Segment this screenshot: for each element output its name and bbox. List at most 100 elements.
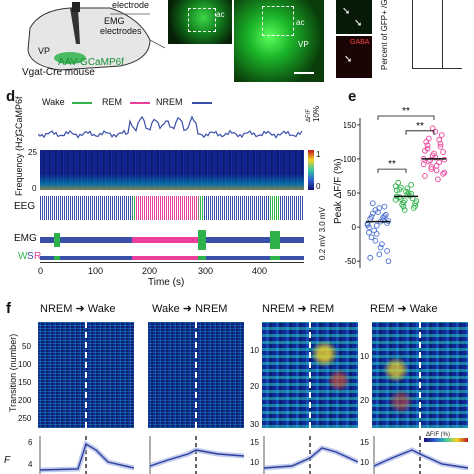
hm1-ytick-200: 200	[18, 396, 32, 405]
f-colorbar	[424, 438, 468, 442]
bottom-tick-4b: 10	[360, 458, 369, 467]
e-ytick-label: 50	[347, 189, 356, 198]
e-data-point	[394, 187, 400, 194]
gcamp-trace	[38, 115, 303, 139]
arrow-right-icon: ➜	[297, 303, 307, 315]
emg-label: EMG	[14, 233, 37, 244]
freq-tick-bottom: 0	[32, 184, 37, 193]
colorbar-tick-bottom: 0	[316, 182, 321, 191]
e-data-point	[404, 185, 411, 192]
time-tick-100: 100	[88, 266, 104, 276]
e-data-point	[432, 154, 439, 161]
wsr-w: W	[18, 251, 28, 262]
e-sig-bracket	[377, 168, 407, 174]
freq-label: Frequency (Hz)	[14, 133, 24, 196]
e-data-point	[403, 188, 409, 195]
vp-micro-label: VP	[298, 40, 309, 49]
time-tick-400: 400	[252, 266, 268, 276]
aav-label: AAV-GCaMP6f	[58, 57, 124, 68]
ac-label-1: ac	[216, 10, 225, 19]
mean-trace-1	[39, 436, 134, 474]
hm4-ytick-10: 10	[360, 352, 369, 361]
e-data-point	[376, 251, 383, 258]
arrow-icon-2: ➘	[354, 18, 363, 29]
e-sig-bracket	[377, 115, 435, 120]
eeg-emg-scale: 0.2 mV 3.0 mV	[318, 207, 327, 260]
arrow-right-icon: ➜	[182, 303, 192, 315]
legend-wake-line	[72, 102, 92, 104]
scatter-chart-e: 150 100 50 0 -50 ** ** **	[344, 106, 448, 268]
e-data-point	[440, 171, 446, 177]
heatmap-3	[262, 322, 358, 428]
e-data-point	[381, 203, 388, 210]
e-data-point	[440, 149, 446, 155]
bar-axis	[412, 0, 413, 68]
e-data-point	[427, 157, 433, 164]
e-sig-label: **	[388, 159, 396, 170]
e-data-point	[435, 176, 441, 183]
transition-line	[195, 322, 197, 428]
e-sig-bracket	[405, 130, 435, 135]
e-data-point	[424, 142, 431, 149]
state-bar	[40, 256, 304, 260]
microscopy-image-3: ➘ ➘	[336, 0, 372, 34]
e-data-point	[429, 125, 436, 132]
e-data-point	[433, 162, 440, 169]
heatmap-2	[148, 322, 244, 428]
e-data-point	[425, 158, 432, 165]
colorbar-tick-top: 1	[316, 150, 321, 159]
hm1-ytick-250: 250	[18, 414, 32, 423]
e-ylabel: Peak ΔF/F (%)	[333, 158, 344, 224]
wsr-s: S	[27, 251, 34, 262]
wsr-r: R	[34, 251, 42, 262]
e-data-point	[438, 132, 445, 138]
e-data-point	[392, 196, 399, 203]
f-ylabel: Transition (number)	[8, 333, 18, 412]
hm1-ytick-100: 100	[18, 360, 32, 369]
time-axis	[40, 262, 304, 263]
e-sig-label: **	[402, 106, 410, 117]
e-data-point	[366, 229, 372, 236]
legend-rem-label: REM	[102, 97, 122, 107]
hm3-ytick-20: 20	[250, 382, 259, 391]
heatmap-title-3: NREM ➜ REM	[262, 303, 335, 315]
top-strip: electrode EMG electrodes VP AAV-GCaMP6f …	[0, 0, 474, 82]
e-data-point	[422, 147, 428, 154]
e-data-point	[364, 222, 371, 228]
heatmap-title-1: NREM ➜ Wake	[40, 303, 116, 315]
spectrogram	[40, 150, 304, 190]
e-data-point	[372, 207, 379, 213]
gcamp-label: GCaMP6f	[14, 96, 24, 136]
e-data-point	[401, 207, 408, 213]
freq-tick-top: 25	[28, 148, 37, 157]
bottom-tick-1b: 4	[28, 460, 33, 469]
e-data-point	[397, 184, 404, 191]
e-data-point	[422, 173, 428, 179]
panel-e-letter: e	[348, 88, 357, 105]
mean-trace-4	[372, 436, 468, 474]
hm1-ytick-50: 50	[22, 342, 31, 351]
legend-rem-line	[130, 102, 150, 104]
transition-line	[419, 322, 421, 428]
f-colorbar-label: ΔF/F (%)	[426, 432, 451, 438]
heatmap-4	[372, 322, 468, 428]
state-legend: Wake REM NREM	[42, 96, 302, 108]
time-xlabel: Time (s)	[148, 277, 185, 288]
hm3-ytick-10: 10	[250, 346, 259, 355]
e-data-point	[373, 222, 380, 229]
e-sig-label: **	[416, 121, 424, 132]
bottom-tick-3b: 10	[250, 458, 259, 467]
colorbar	[308, 150, 314, 190]
e-data-point	[437, 143, 444, 150]
bar-axis-label: Percent of GFP+ /GFP+ cells	[380, 0, 389, 70]
panel-f-letter: f	[6, 300, 11, 317]
gaba-label: GABA	[350, 39, 370, 46]
vp-label: VP	[38, 46, 51, 56]
e-data-point	[384, 248, 390, 254]
e-data-point	[369, 200, 376, 207]
hm4-ytick-20: 20	[360, 396, 369, 405]
roi-box	[188, 8, 216, 32]
mean-trace-3	[263, 436, 358, 474]
legend-nrem-label: NREM	[156, 97, 183, 107]
ac-label-2: ac	[296, 18, 305, 27]
